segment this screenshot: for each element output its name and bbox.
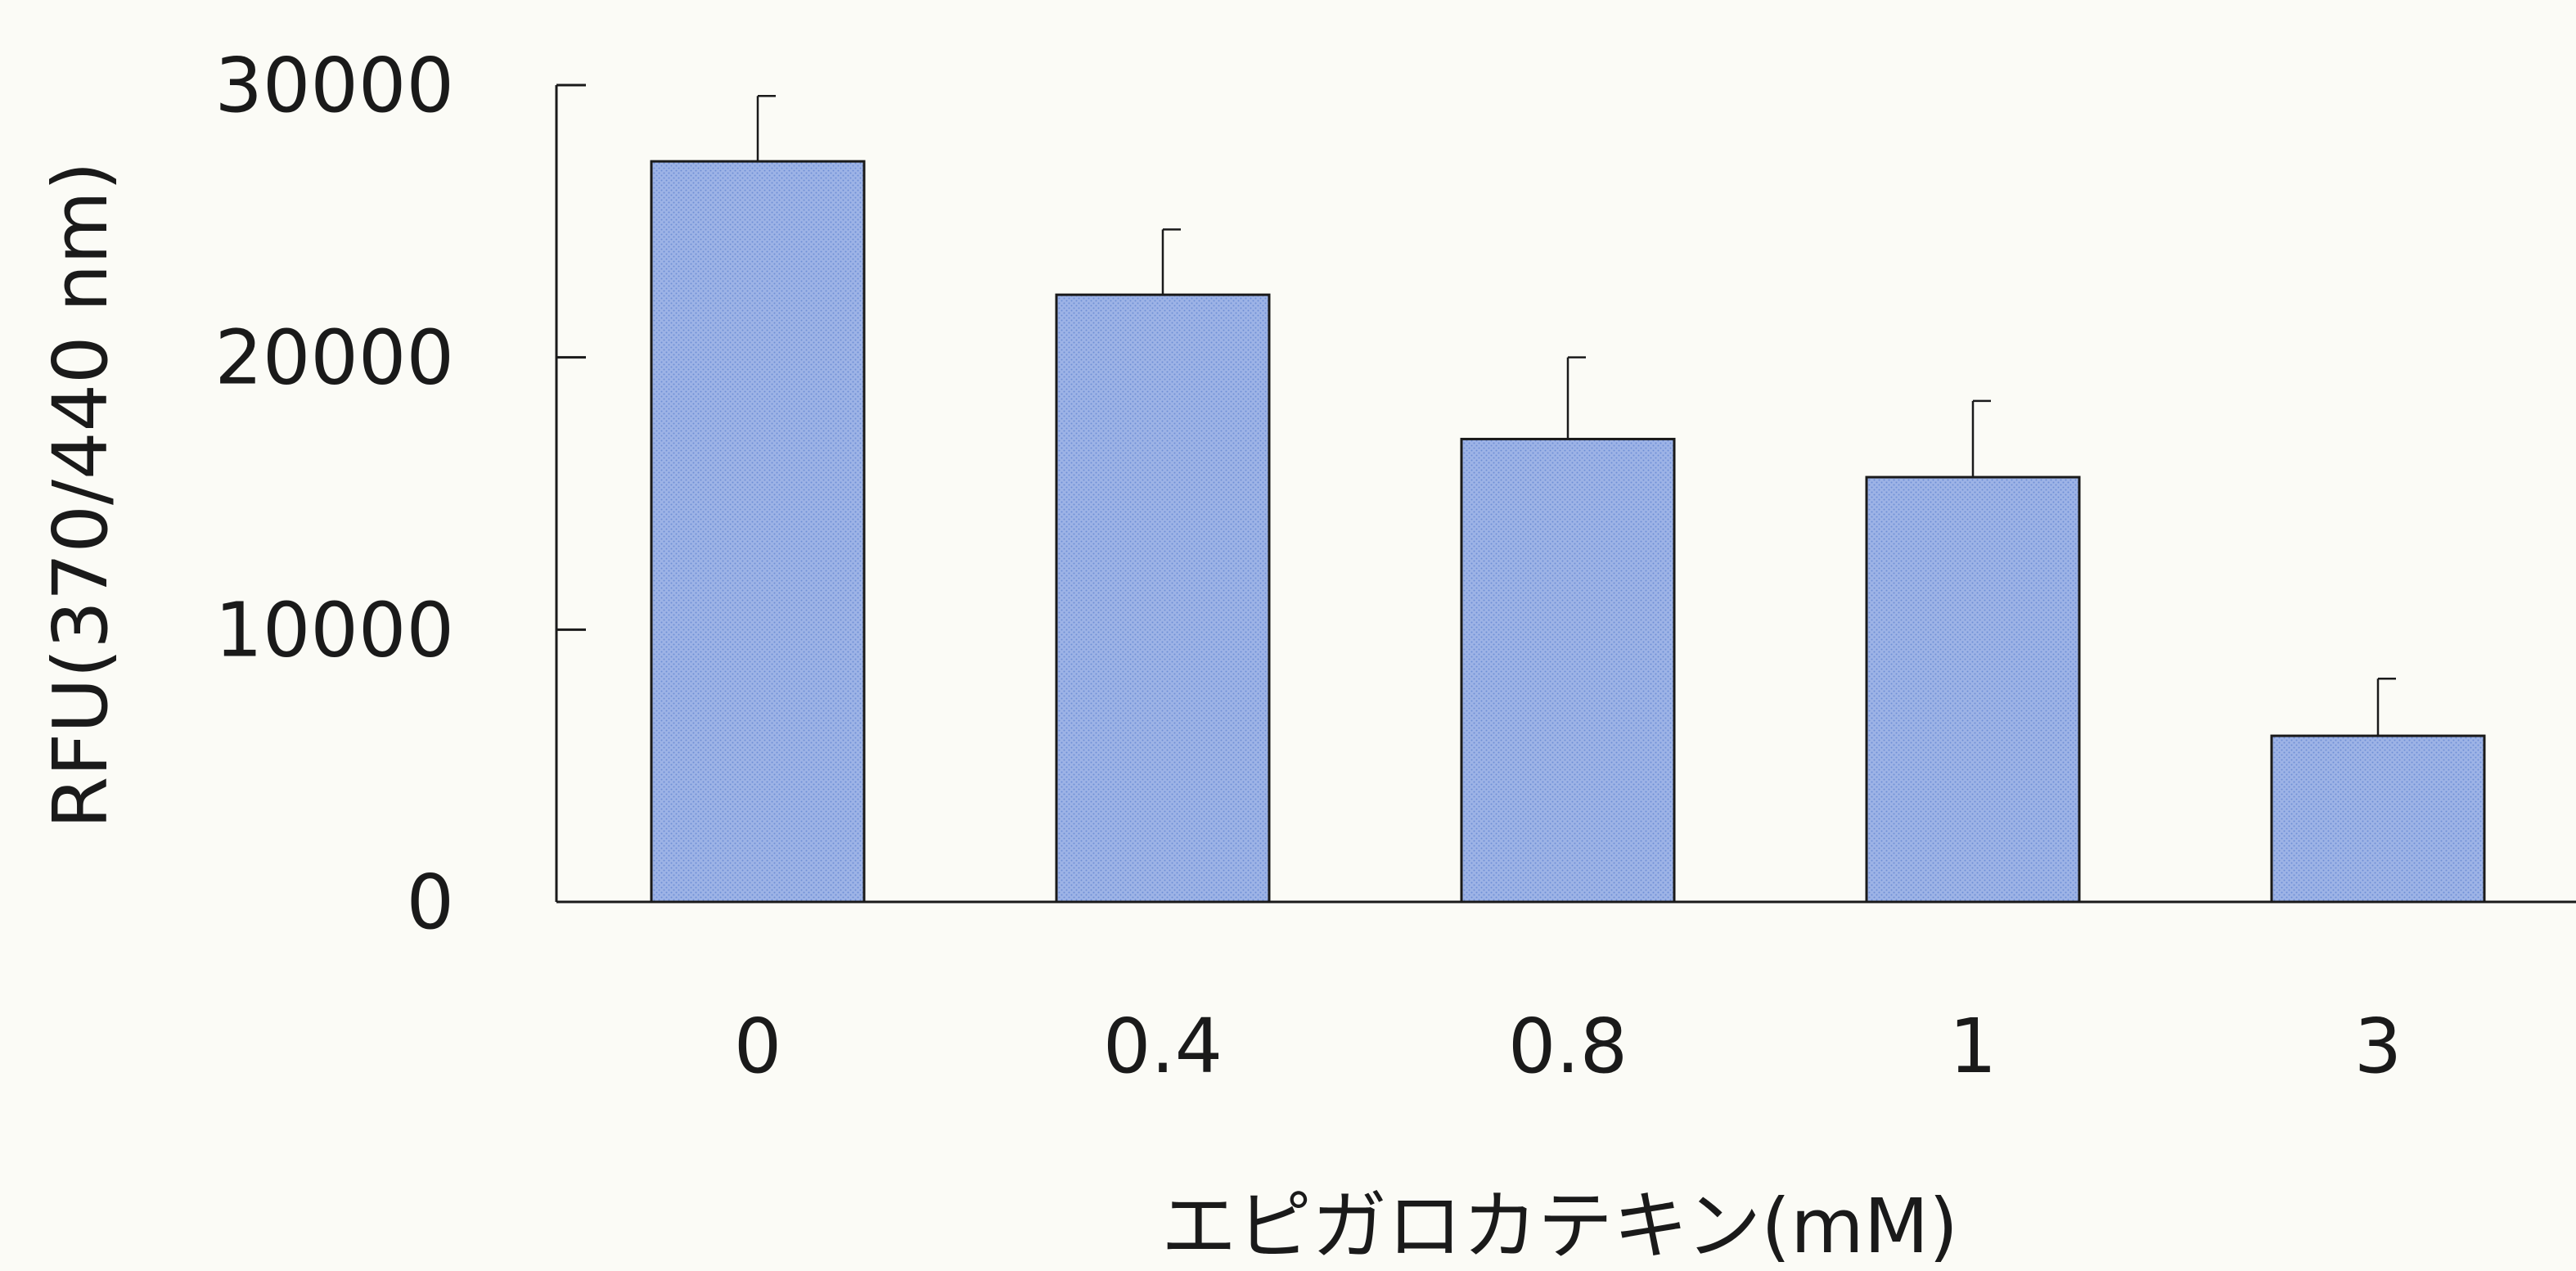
bar-3 [2270, 734, 2486, 904]
error-bars [756, 95, 2396, 737]
y-tick-label: 0 [406, 859, 454, 946]
bar-1 [1865, 475, 2081, 904]
x-axis-label: エピガロカテキン(mM) [1161, 1183, 1958, 1270]
bar-0.4 [1055, 293, 1271, 904]
bar-0 [650, 160, 866, 904]
x-tick-label: 0 [734, 1003, 782, 1090]
x-tick-label: 0.8 [1508, 1003, 1628, 1090]
y-tick-labels: 0 10000 20000 30000 [214, 42, 454, 946]
x-tick-label: 0.4 [1103, 1003, 1223, 1090]
y-tick-label: 10000 [214, 586, 454, 674]
bars [650, 160, 2486, 904]
x-tick-label: 1 [1949, 1003, 1997, 1090]
y-axis [555, 83, 586, 904]
x-tick-label: 3 [2354, 1003, 2403, 1090]
x-tick-labels: 0 0.4 0.8 1 3 [734, 1003, 2403, 1090]
y-tick-label: 20000 [214, 314, 454, 402]
y-axis-label: RFU(370/440 nm) [37, 161, 124, 828]
bar-0.8 [1460, 437, 1676, 904]
y-tick-label: 30000 [214, 42, 454, 129]
